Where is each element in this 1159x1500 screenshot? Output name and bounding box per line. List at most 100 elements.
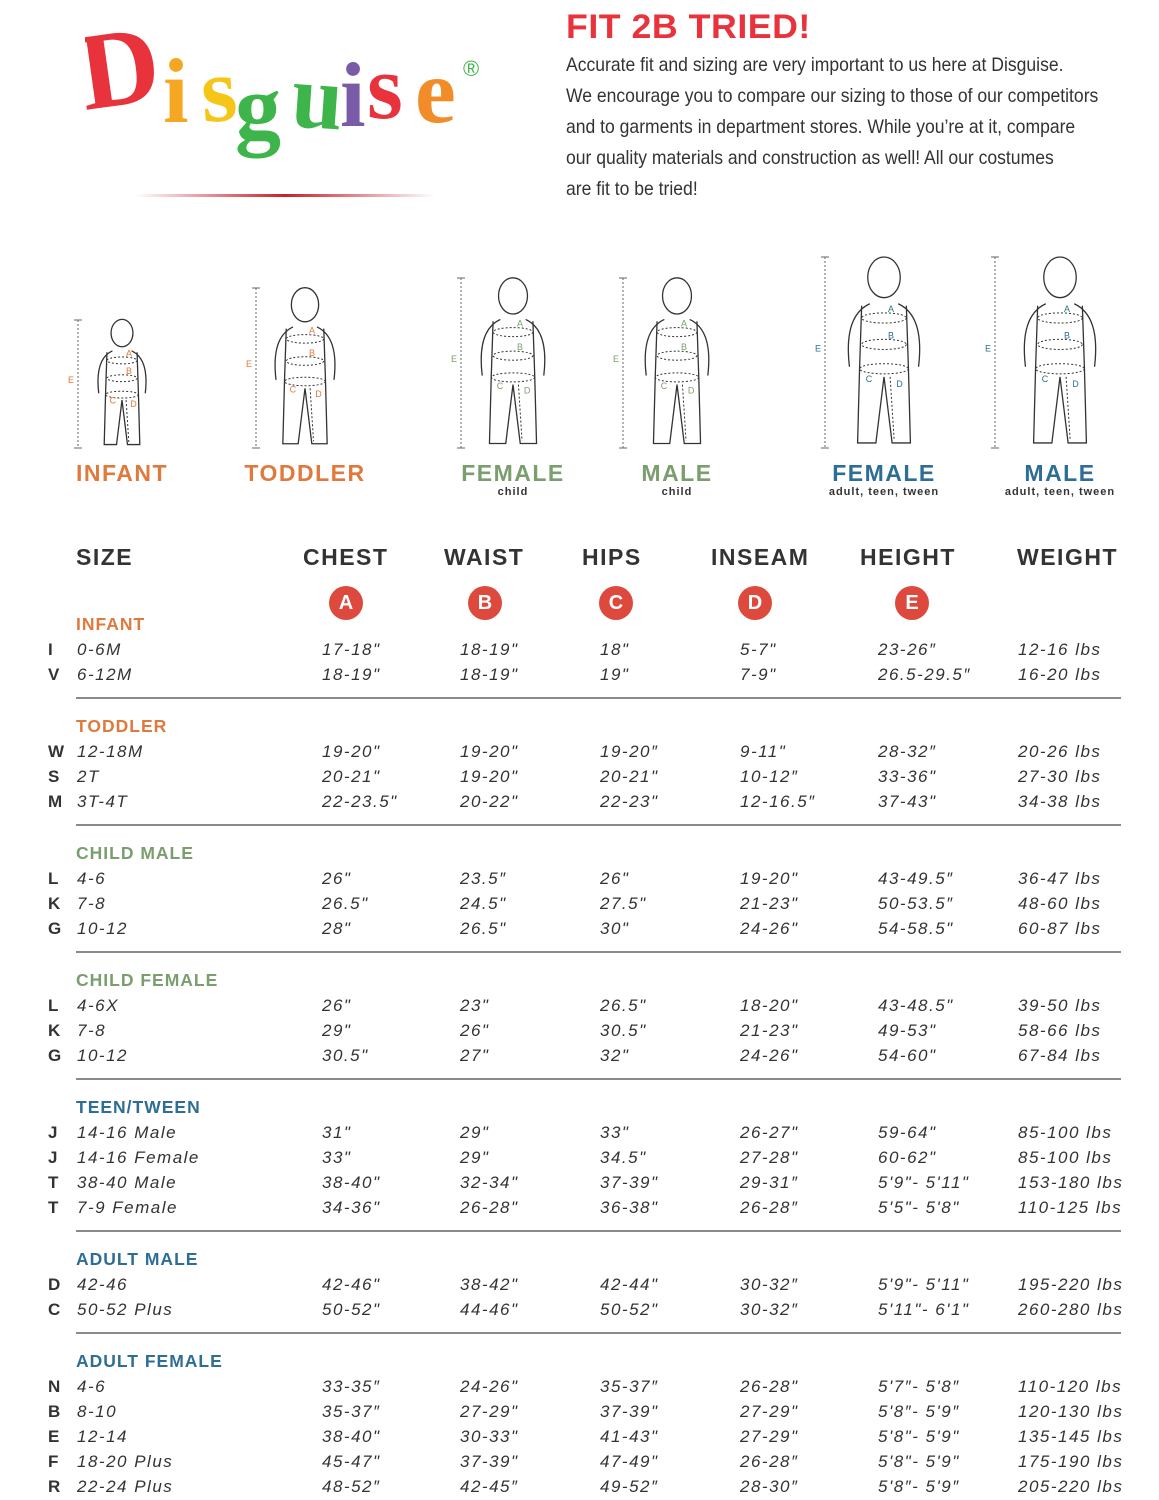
weight-value: 34-38 lbs [1018, 792, 1102, 811]
waist-value: 19-20" [460, 742, 519, 761]
section-title: CHILD MALE [76, 843, 194, 863]
chest-value: 45-47" [322, 1452, 381, 1471]
table-row: L 4-6 26" 23.5″ 26" 19-20" 43-49.5″ 36-47 lb… [0, 866, 1159, 891]
size-code: N [48, 1377, 61, 1396]
table-row: R 22-24 Plus 48-52″ 42-45″ 49-52″ 28-30″ 5'8″-… [0, 1474, 1159, 1499]
size-code: D [48, 1275, 61, 1294]
hips-value: 20-21" [600, 767, 659, 786]
hips-value: 26.5" [600, 996, 647, 1015]
height-value: 59-64" [878, 1123, 937, 1142]
column-weight: WEIGHT [1017, 544, 1118, 570]
size-label: 14-16 Female [77, 1148, 200, 1167]
section-divider [76, 951, 1121, 953]
svg-text:D: D [315, 389, 322, 399]
svg-text:C: C [110, 396, 117, 406]
svg-text:D: D [524, 386, 531, 396]
waist-value: 30-33" [460, 1427, 519, 1446]
size-label: 4-6 [77, 869, 107, 888]
size-code: M [48, 792, 63, 811]
column-inseam: INSEAM [711, 544, 810, 570]
section-child-male: CHILD MALE L 4-6 26" 23.5″ 26" 19-20" 43-49.… [0, 841, 1159, 953]
size-code: V [48, 665, 60, 684]
figure-label: TODDLER [244, 460, 366, 486]
svg-text:E: E [613, 354, 619, 364]
weight-value: 85-100 lbs [1018, 1148, 1113, 1167]
svg-text:B: B [309, 348, 315, 358]
size-label: 2T [77, 767, 100, 786]
inseam-value: 21-23" [740, 1021, 799, 1040]
svg-text:C: C [497, 381, 504, 391]
size-code: E [48, 1427, 60, 1446]
waist-value: 24-26" [460, 1377, 519, 1396]
weight-value: 36-47 lbs [1018, 869, 1102, 888]
chest-value: 20-21" [322, 767, 381, 786]
table-row: S 2T 20-21" 19-20" 20-21" 10-12″ 33-36" 27-30 l… [0, 764, 1159, 789]
section-teen-tween: TEEN/TWEEN J 14-16 Male 31" 29" 33" 26-27" 5… [0, 1095, 1159, 1232]
size-code: K [48, 894, 61, 913]
hips-value: 18" [600, 640, 630, 659]
height-value: 28-32″ [878, 742, 937, 761]
logo-letter: i [163, 40, 189, 142]
weight-value: 27-30 lbs [1018, 767, 1102, 786]
table-row: G 10-12 28" 26.5" 30" 24-26" 54-58.5" 60-87 … [0, 916, 1159, 941]
size-code: G [48, 1046, 62, 1065]
chest-value: 30.5" [322, 1046, 369, 1065]
table-row: J 14-16 Male 31" 29" 33" 26-27" 59-64" 85-10… [0, 1120, 1159, 1145]
size-label: 12-14 [77, 1427, 128, 1446]
height-value: 37-43" [878, 792, 937, 811]
svg-text:B: B [888, 330, 894, 340]
table-row: L 4-6X 26" 23" 26.5" 18-20" 43-48.5" 39-50 l… [0, 993, 1159, 1018]
weight-value: 16-20 lbs [1018, 665, 1102, 684]
waist-value: 44-46" [460, 1300, 519, 1319]
weight-value: 39-50 lbs [1018, 996, 1102, 1015]
hips-value: 49-52″ [600, 1477, 659, 1496]
weight-value: 135-145 lbs [1018, 1427, 1124, 1446]
chest-value: 35-37″ [322, 1402, 381, 1421]
section-infant: INFANT I 0-6M 17-18" 18-19" 18" 5-7" 23-26″ 12-1… [0, 612, 1159, 699]
inseam-value: 26-27" [740, 1123, 799, 1142]
size-label: 0-6M [77, 640, 122, 659]
logo-letter: D [85, 30, 167, 134]
infant-figure: E AB C D [68, 318, 147, 449]
size-label: 38-40 Male [77, 1173, 178, 1192]
hips-value: 19-20″ [600, 742, 659, 761]
weight-value: 110-120 lbs [1018, 1377, 1123, 1396]
size-label: 10-12 [77, 919, 128, 938]
weight-value: 20-26 lbs [1018, 742, 1102, 761]
svg-text:C: C [866, 374, 873, 384]
weight-value: 85-100 lbs [1018, 1123, 1113, 1142]
table-row: K 7-8 29" 26" 30.5" 21-23" 49-53" 58-66 lbs [0, 1018, 1159, 1043]
svg-text:D: D [896, 379, 903, 389]
figure-label: FEMALE [832, 460, 936, 486]
waist-value: 26" [460, 1021, 490, 1040]
section-title: ADULT FEMALE [76, 1351, 223, 1371]
chest-value: 33" [322, 1148, 352, 1167]
adult-male-figure: E A B C D [985, 256, 1097, 449]
hips-value: 47-49" [600, 1452, 659, 1471]
hips-value: 41-43" [600, 1427, 659, 1446]
inseam-value: 28-30″ [740, 1477, 799, 1496]
section-adult-male: ADULT MALE D 42-46 42-46" 38-42" 42-44" 30-32″… [0, 1247, 1159, 1334]
chest-value: 22-23.5" [322, 792, 398, 811]
size-label: 18-20 Plus [77, 1452, 174, 1471]
inseam-value: 21-23" [740, 894, 799, 913]
size-code: L [48, 996, 59, 1015]
chest-value: 34-36" [322, 1198, 381, 1217]
svg-text:A: A [309, 326, 315, 336]
waist-value: 18-19" [460, 665, 519, 684]
figure-label: FEMALE [461, 460, 565, 486]
inseam-value: 27-29" [740, 1402, 799, 1421]
section-divider [76, 1332, 1121, 1334]
svg-text:B: B [517, 342, 523, 352]
table-row: D 42-46 42-46" 38-42" 42-44" 30-32″ 5'9"- 5'11… [0, 1272, 1159, 1297]
svg-text:C: C [661, 381, 668, 391]
size-code: L [48, 869, 59, 888]
height-value: 5'5"- 5'8" [878, 1198, 960, 1217]
svg-text:D: D [1072, 379, 1079, 389]
waist-value: 29" [460, 1148, 490, 1167]
waist-value: 32-34" [460, 1173, 519, 1192]
logo-letter: u [289, 44, 347, 149]
size-label: 42-46 [77, 1275, 128, 1294]
svg-text:E: E [451, 354, 457, 364]
